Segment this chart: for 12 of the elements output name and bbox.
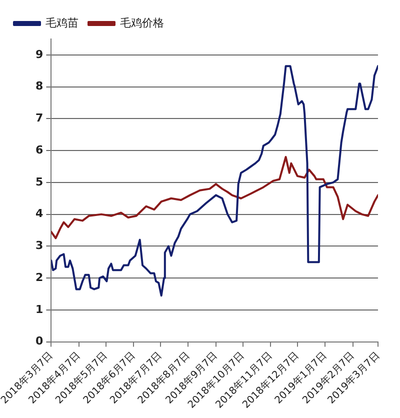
- y-tick-label: 0: [36, 334, 44, 348]
- y-tick-label: 5: [36, 175, 44, 188]
- y-tick-label: 8: [36, 80, 44, 93]
- y-tick-label: 7: [36, 112, 44, 125]
- y-tick-label: 2: [36, 270, 44, 284]
- y-tick-label: 3: [36, 239, 44, 252]
- legend-label: 毛鸡苗: [46, 16, 78, 30]
- y-tick-label: 4: [36, 207, 44, 220]
- y-tick-label: 9: [36, 48, 44, 61]
- y-tick-label: 1: [36, 302, 44, 316]
- y-tick-label: 6: [36, 143, 44, 156]
- legend-label: 毛鸡价格: [120, 16, 164, 30]
